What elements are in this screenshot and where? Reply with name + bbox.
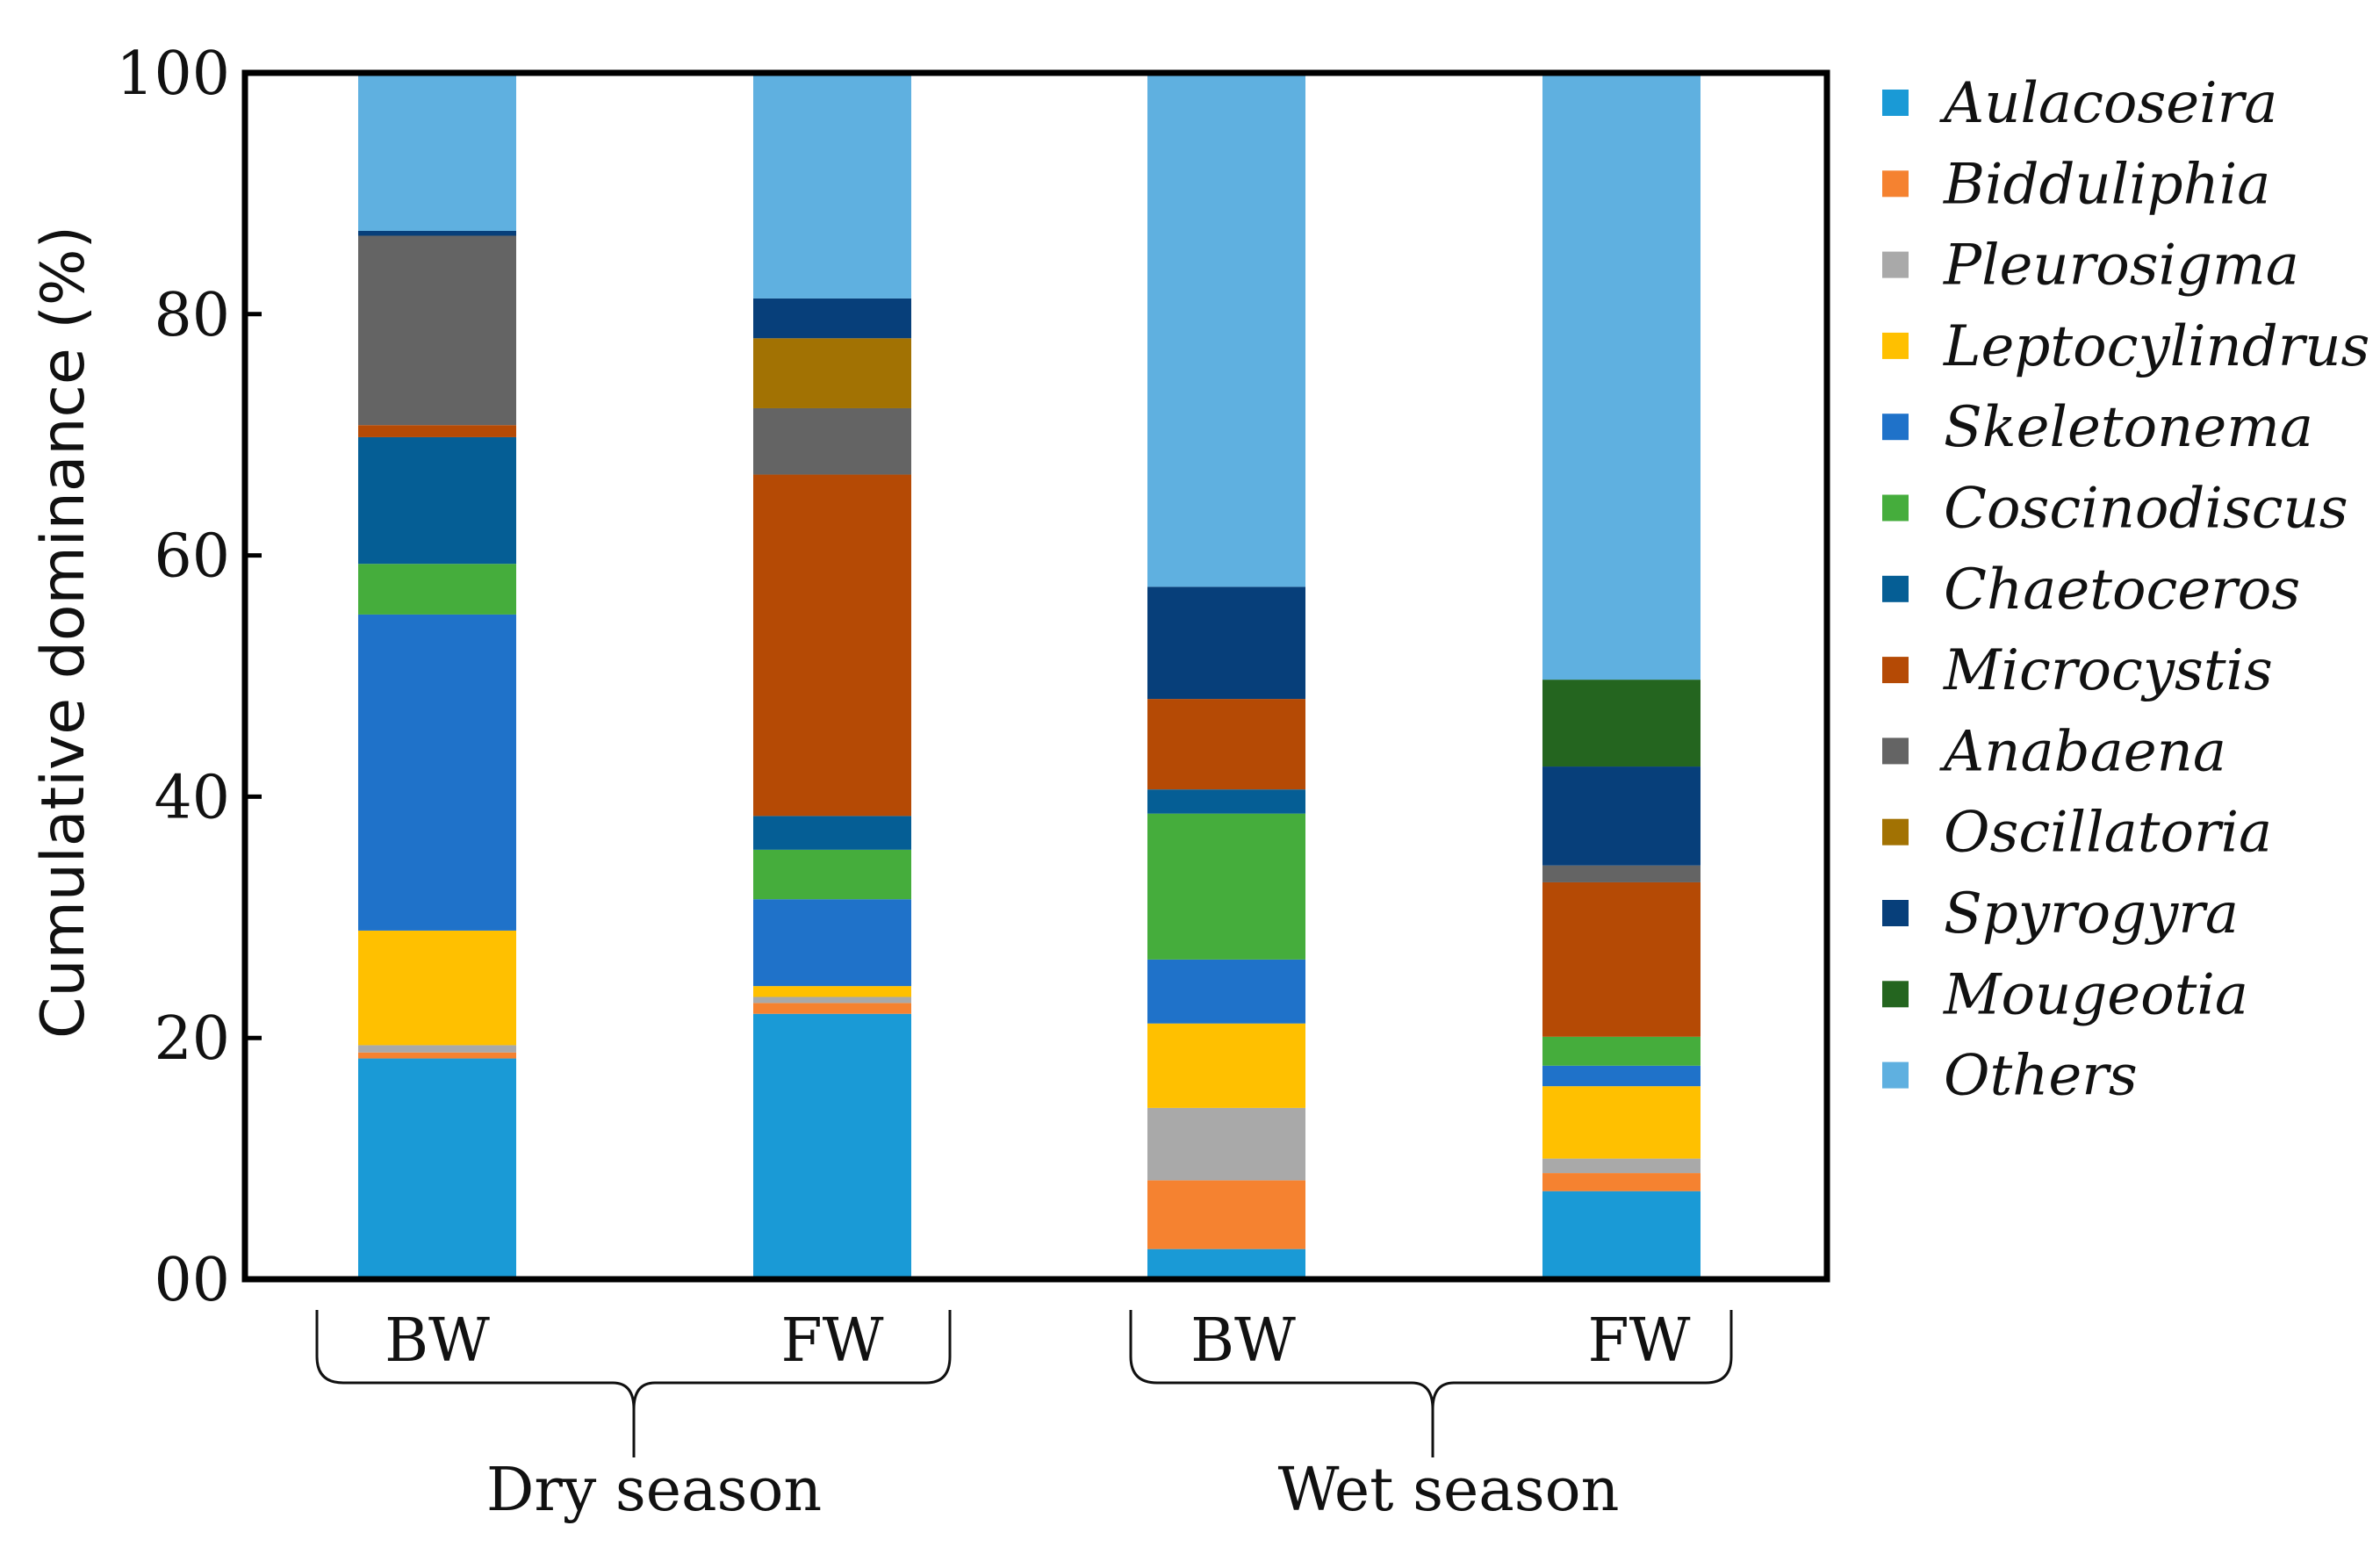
bar-segment-spyrogyra xyxy=(1147,586,1305,700)
legend-label-anabaena: Anabaena xyxy=(1939,719,2226,784)
legend-swatch-anabaena xyxy=(1882,738,1909,765)
bar-segment-aulacoseira xyxy=(358,1058,516,1279)
bar-segment-pleurosigma xyxy=(753,997,911,1004)
legend-label-others: Others xyxy=(1944,1044,2138,1109)
y-axis-label: Cumulative dominance (%) xyxy=(29,226,98,1039)
x-category-label: BW xyxy=(1190,1306,1296,1376)
bar-segment-anabaena xyxy=(753,407,911,475)
bar-segment-others xyxy=(1542,73,1701,680)
y-tick-label: 40 xyxy=(154,763,230,832)
legend-swatch-mougeotia xyxy=(1882,981,1909,1008)
bar-segment-leptocylindrus xyxy=(1542,1086,1701,1159)
group-label-wet-season: Wet season xyxy=(1278,1456,1620,1525)
bar-segment-others xyxy=(753,73,911,299)
bar-segment-skeletonema xyxy=(1542,1065,1701,1087)
bar-segment-oscillatoria xyxy=(753,338,911,408)
bar-segment-spyrogyra xyxy=(358,230,516,236)
legend-swatch-skeletonema xyxy=(1882,414,1909,441)
bar-segment-coscinodiscus xyxy=(1542,1036,1701,1066)
bar-segment-anabaena xyxy=(1542,865,1701,882)
legend-swatch-pleurosigma xyxy=(1882,251,1909,278)
bar-segment-microcystis xyxy=(753,474,911,817)
bar-segment-spyrogyra xyxy=(753,298,911,339)
bar-segment-chaetoceros xyxy=(358,436,516,565)
legend-label-pleurosigma: Pleurosigma xyxy=(1943,234,2299,299)
legend-label-aulacoseira: Aulacoseira xyxy=(1939,71,2277,136)
bar-segment-chaetoceros xyxy=(1147,789,1305,814)
x-category-label: FW xyxy=(780,1306,883,1376)
bar-segment-bidduliphia xyxy=(753,1003,911,1014)
bar-segment-pleurosigma xyxy=(1542,1158,1701,1174)
y-tick-label: 80 xyxy=(154,281,230,350)
bar-segment-skeletonema xyxy=(753,899,911,987)
bar-segment-skeletonema xyxy=(1147,959,1305,1024)
legend-swatch-aulacoseira xyxy=(1882,90,1909,116)
legend-swatch-chaetoceros xyxy=(1882,575,1909,602)
y-tick-label: 20 xyxy=(154,1004,230,1074)
bar-segment-aulacoseira xyxy=(1147,1248,1305,1279)
legend-swatch-spyrogyra xyxy=(1882,900,1909,926)
bar-segment-skeletonema xyxy=(358,614,516,931)
x-category-label: BW xyxy=(385,1306,490,1376)
legend-swatch-microcystis xyxy=(1882,657,1909,684)
bar-segment-coscinodiscus xyxy=(753,849,911,900)
y-tick-label: 60 xyxy=(154,522,230,592)
legend-label-chaetoceros: Chaetoceros xyxy=(1944,558,2300,622)
legend-swatch-leptocylindrus xyxy=(1882,332,1909,359)
bar-segment-bidduliphia xyxy=(358,1052,516,1059)
legend: Aulacoseira Bidduliphia Pleurosigma Leptocy… xyxy=(1882,71,2369,1109)
legend-label-skeletonema: Skeletonema xyxy=(1944,395,2313,460)
bar-segment-bidduliphia xyxy=(1147,1180,1305,1249)
bar-segment-chaetoceros xyxy=(753,816,911,850)
bar-segment-leptocylindrus xyxy=(753,986,911,997)
bar-segment-aulacoseira xyxy=(753,1013,911,1279)
bar-segment-aulacoseira xyxy=(1542,1191,1701,1279)
bar-segment-pleurosigma xyxy=(1147,1107,1305,1181)
legend-label-mougeotia: Mougeotia xyxy=(1943,962,2248,1027)
bar-segment-microcystis xyxy=(1542,881,1701,1037)
legend-swatch-coscinodiscus xyxy=(1882,494,1909,522)
plot-frame xyxy=(241,69,1830,1283)
bar-segment-leptocylindrus xyxy=(1147,1023,1305,1108)
x-category-labels: BW FW BW FW xyxy=(385,1306,1691,1376)
legend-label-coscinodiscus: Coscinodiscus xyxy=(1944,477,2348,542)
y-tick-label: 00 xyxy=(154,1246,230,1315)
legend-swatch-bidduliphia xyxy=(1882,170,1909,198)
bar-segment-mougeotia xyxy=(1542,680,1701,767)
bar-segment-microcystis xyxy=(1147,699,1305,790)
legend-swatch-oscillatoria xyxy=(1882,818,1909,845)
bars-layer xyxy=(358,73,1701,1279)
x-category-label: FW xyxy=(1587,1306,1690,1376)
bar-segment-spyrogyra xyxy=(1542,766,1701,866)
bar-segment-microcystis xyxy=(358,425,516,437)
bar-segment-others xyxy=(1147,73,1305,587)
bar-segment-anabaena xyxy=(358,235,516,426)
bar-segment-coscinodiscus xyxy=(1147,813,1305,960)
group-label-dry-season: Dry season xyxy=(486,1456,822,1525)
legend-label-oscillatoria: Oscillatoria xyxy=(1944,801,2272,866)
bar-segment-bidduliphia xyxy=(1542,1173,1701,1191)
y-tick-label: 100 xyxy=(116,40,230,109)
legend-label-microcystis: Microcystis xyxy=(1943,638,2273,703)
legend-label-leptocylindrus: Leptocylindrus xyxy=(1943,314,2369,379)
legend-label-bidduliphia: Bidduliphia xyxy=(1943,152,2270,217)
bar-segment-others xyxy=(358,73,516,231)
legend-swatch-others xyxy=(1882,1061,1909,1089)
bar-segment-leptocylindrus xyxy=(358,930,516,1046)
legend-label-spyrogyra: Spyrogyra xyxy=(1944,881,2239,946)
bar-segment-pleurosigma xyxy=(358,1045,516,1053)
y-ticks-layer: 00 20 40 60 80 100 xyxy=(116,40,262,1315)
bar-segment-coscinodiscus xyxy=(358,564,516,615)
